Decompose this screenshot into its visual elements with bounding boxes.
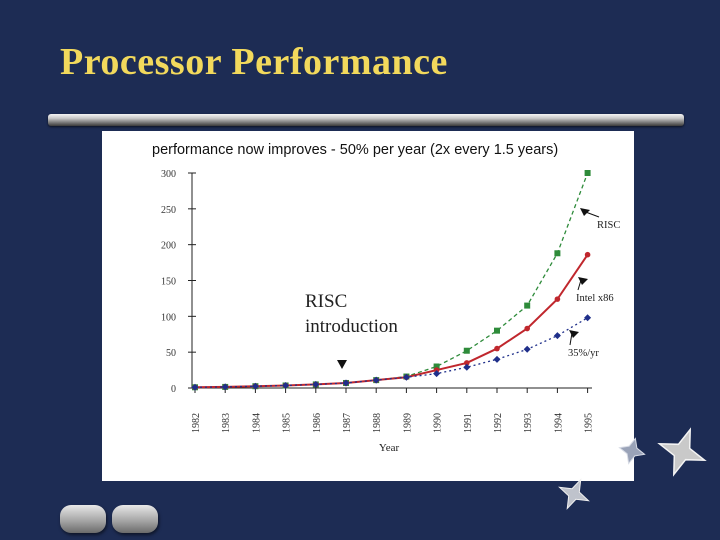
y-tick-label: 200 <box>161 241 176 252</box>
data-point-risc <box>584 170 591 176</box>
data-point-intel-x86 <box>464 360 470 366</box>
data-point-35-yr <box>402 373 410 381</box>
data-point-risc <box>554 250 561 257</box>
data-point-35-yr <box>282 381 290 389</box>
data-point-35-yr <box>523 345 531 353</box>
data-point-risc <box>433 363 440 370</box>
series-label-risc: RISC <box>597 220 620 231</box>
chart-title: performance now improves - 50% per year … <box>152 142 558 158</box>
data-point-risc <box>463 347 470 354</box>
x-tick-label: 1987 <box>342 413 353 433</box>
data-point-intel-x86 <box>584 251 591 258</box>
data-point-35-yr <box>553 332 561 340</box>
data-point-intel-x86 <box>433 367 440 373</box>
risc-introduction-marker <box>337 360 347 369</box>
x-tick-label: 1990 <box>433 413 444 433</box>
y-tick-label: 0 <box>171 384 176 395</box>
star-icon <box>618 437 646 465</box>
annotation-risc-introduction-line2: introduction <box>305 316 398 337</box>
chart-panel: performance now improves - 50% per year … <box>102 131 634 481</box>
data-point-35-yr <box>342 379 350 387</box>
next-slide-button[interactable] <box>112 505 158 533</box>
series-label-intel-x86: Intel x86 <box>576 293 614 304</box>
data-point-intel-x86 <box>524 325 530 332</box>
star-icon <box>558 478 590 510</box>
data-point-35-yr <box>433 370 441 378</box>
x-tick-label: 1986 <box>312 413 323 433</box>
performance-chart: performance now improves - 50% per year … <box>152 142 620 454</box>
y-tick-label: 300 <box>161 169 176 180</box>
slide-title: Processor Performance <box>60 41 448 83</box>
arrowhead-icon <box>578 277 588 285</box>
x-tick-label: 1984 <box>251 413 262 433</box>
x-tick-label: 1982 <box>191 413 202 433</box>
x-axis-label: Year <box>379 442 400 454</box>
data-point-35-yr <box>584 314 592 322</box>
previous-slide-button[interactable] <box>60 505 106 533</box>
x-tick-label: 1989 <box>402 413 413 433</box>
data-point-intel-x86 <box>554 296 561 302</box>
data-point-35-yr <box>463 363 471 371</box>
arrowhead-icon <box>580 208 590 216</box>
data-point-35-yr <box>221 383 229 391</box>
data-point-35-yr <box>493 355 501 363</box>
data-point-35-yr <box>251 382 259 390</box>
y-tick-label: 250 <box>161 205 176 216</box>
x-tick-label: 1992 <box>493 413 504 433</box>
x-tick-label: 1994 <box>553 413 564 433</box>
series-line-risc <box>194 172 589 388</box>
x-tick-label: 1995 <box>584 413 595 433</box>
x-tick-label: 1993 <box>523 413 534 433</box>
title-divider <box>48 114 684 126</box>
annotation-risc-introduction-line1: RISC <box>305 291 347 312</box>
x-tick-label: 1985 <box>282 413 293 433</box>
data-point-35-yr <box>191 383 199 391</box>
star-icon <box>657 427 707 477</box>
data-point-risc <box>524 302 531 309</box>
y-tick-label: 150 <box>161 277 176 288</box>
y-tick-label: 100 <box>161 312 176 323</box>
series-line-35-yr <box>194 317 588 388</box>
series-label-35-yr: 35%/yr <box>568 348 599 359</box>
x-tick-label: 1988 <box>372 413 383 433</box>
data-point-risc <box>494 327 500 334</box>
x-tick-label: 1991 <box>463 413 474 433</box>
arrowhead-icon <box>569 330 579 338</box>
y-tick-label: 50 <box>166 348 176 359</box>
data-point-35-yr <box>372 376 380 384</box>
data-point-35-yr <box>312 380 320 388</box>
x-tick-label: 1983 <box>221 413 232 433</box>
data-point-intel-x86 <box>494 345 500 352</box>
